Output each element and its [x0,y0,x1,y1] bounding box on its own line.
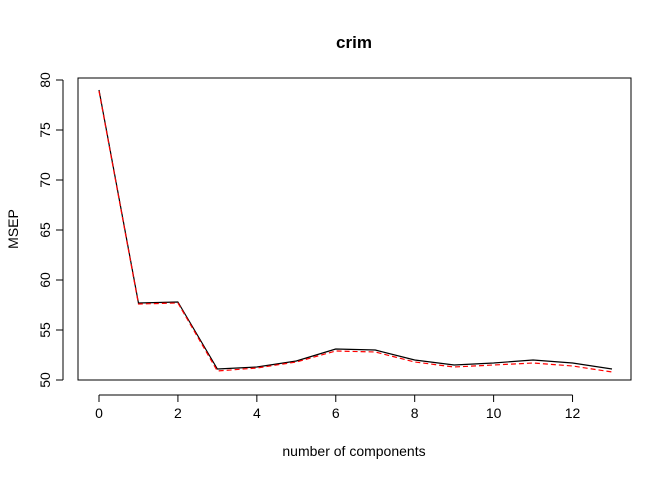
y-axis-label: MSEP [5,209,21,249]
y-tick-label: 70 [37,172,53,188]
x-axis-label: number of components [282,443,425,459]
y-tick-label: 50 [37,372,53,388]
x-tick-label: 2 [174,405,182,421]
y-tick-label: 80 [37,72,53,88]
y-axis: 50 55 60 65 70 75 80 [37,72,64,388]
y-tick-label: 55 [37,322,53,338]
x-tick-label: 6 [332,405,340,421]
x-tick-label: 0 [95,405,103,421]
x-axis: 0 2 4 6 8 10 12 [95,394,581,421]
x-tick-label: 8 [411,405,419,421]
series-layer [98,89,613,373]
x-tick-label: 10 [486,405,502,421]
x-tick-label: 12 [565,405,581,421]
y-tick-label: 65 [37,222,53,238]
plot-frame [77,77,632,381]
chart-title: crim [336,33,372,52]
y-tick-label: 60 [37,272,53,288]
x-tick-label: 4 [253,405,261,421]
msep-dashed-series-line [98,90,613,373]
y-tick-label: 75 [37,122,53,138]
msep-solid-series-line [98,89,613,370]
